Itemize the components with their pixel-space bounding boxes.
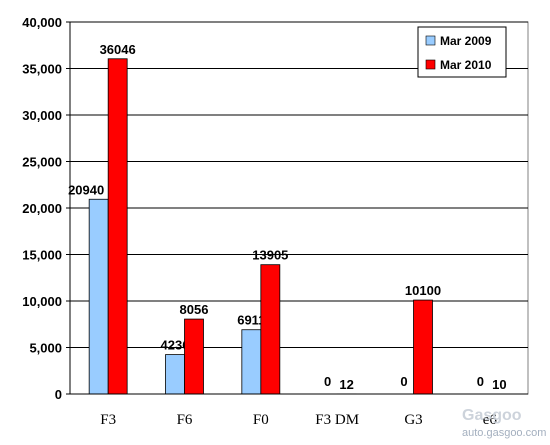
data-label: 0: [400, 374, 407, 389]
x-axis-labels: F3 F6 F0 F3 DM G3 e6: [70, 393, 528, 428]
bars: 20940 36046 4236 8056 6911 13905 0 12 0 10100 0 10: [68, 42, 510, 395]
data-label: 8056: [180, 302, 209, 317]
x-tick-label: F3 DM: [315, 412, 359, 428]
bar-mar-2009-f0: [241, 329, 262, 395]
data-label: 10: [492, 377, 506, 392]
legend-swatch-mar-2009: [425, 35, 436, 46]
data-label: 36046: [100, 42, 136, 57]
y-axis-ticks: 0 5,000 10,000 15,000 20,000 25,000 30,000 35,0…: [22, 15, 71, 402]
y-tick-label: 10,000: [22, 294, 62, 309]
y-tick-label: 0: [55, 387, 62, 402]
bar-mar-2010-f3: [107, 58, 128, 395]
y-tick-label: 30,000: [22, 108, 62, 123]
data-label: 6911: [237, 313, 265, 328]
data-label: 10100: [405, 283, 441, 298]
y-tick-label: 20,000: [22, 201, 62, 216]
legend-label-mar-2009: Mar 2009: [440, 34, 492, 48]
data-label: 4236: [161, 338, 190, 353]
bar-mar-2010-g3: [413, 299, 433, 395]
data-label: 13905: [252, 248, 288, 263]
bar-mar-2010-f6: [184, 318, 204, 395]
y-tick-label: 5,000: [29, 341, 62, 356]
x-tick-label: e6: [483, 412, 498, 428]
watermark-logo: Gasgoo: [462, 407, 522, 424]
x-tick-label: F6: [177, 412, 193, 428]
bar-mar-2009-f3: [88, 198, 109, 395]
legend-label-mar-2010: Mar 2010: [440, 58, 492, 72]
y-tick-label: 35,000: [22, 62, 62, 77]
data-label: 0: [324, 374, 331, 389]
bar-mar-2009-f6: [165, 354, 185, 395]
data-label: 0: [477, 374, 484, 389]
x-tick-label: F0: [253, 412, 269, 428]
legend-swatch-mar-2010: [425, 59, 436, 70]
legend: Mar 2009 Mar 2010: [417, 26, 507, 78]
y-tick-label: 15,000: [22, 248, 62, 263]
data-label: 12: [339, 377, 353, 392]
data-label: 20940: [68, 182, 104, 197]
y-tick-label: 40,000: [22, 15, 62, 30]
x-tick-label: G3: [404, 412, 422, 428]
watermark: Gasgoo auto.gasgoo.com: [462, 407, 546, 439]
y-tick-label: 25,000: [22, 155, 62, 170]
watermark-text: auto.gasgoo.com: [462, 427, 546, 439]
bar-mar-2010-f0: [260, 264, 281, 395]
x-tick-label: F3: [100, 412, 116, 428]
